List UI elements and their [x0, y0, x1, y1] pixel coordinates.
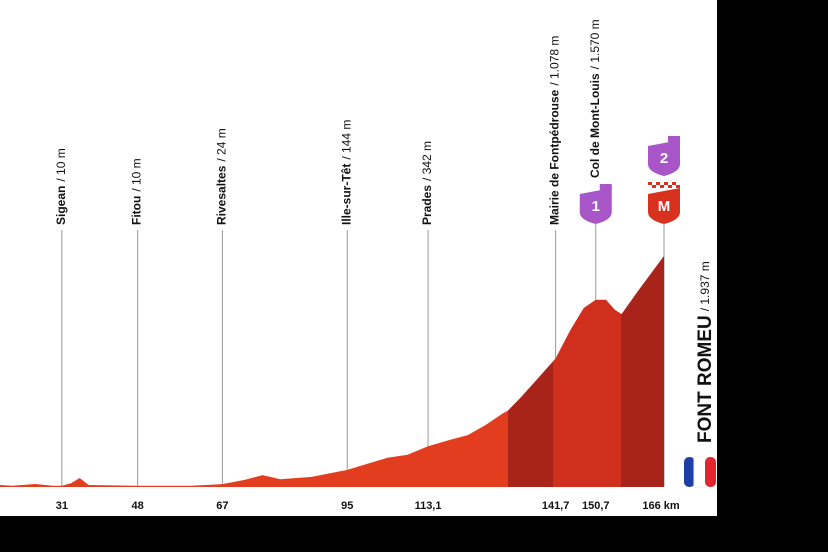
waypoint-elevation: / 144 m: [339, 120, 353, 160]
x-tick-label: 113,1: [415, 500, 442, 512]
checker: [664, 182, 668, 185]
waypoint-name: Fitou: [130, 196, 144, 225]
waypoint-name: Sigean: [54, 186, 68, 225]
waypoint-label: Ille-sur-Têt / 144 m: [339, 120, 353, 225]
elevation-area: [0, 255, 664, 487]
checker: [656, 182, 660, 185]
x-tick-label: 166 km: [642, 500, 680, 512]
x-tick-label: 141,7: [542, 500, 570, 512]
badge-label: 1: [592, 198, 600, 215]
checker: [676, 185, 680, 188]
waypoint-name: Ille-sur-Têt: [339, 164, 353, 225]
climb-badge: M: [648, 182, 680, 224]
x-tick-label: 31: [56, 500, 68, 512]
waypoint-label: Rivesaltes / 24 m: [215, 128, 229, 225]
waypoint-elevation: / 342 m: [420, 141, 434, 181]
waypoint-label: Col de Mont-Louis / 1.570 m: [588, 19, 602, 178]
waypoint-name: Col de Mont-Louis: [588, 73, 602, 178]
checker: [660, 185, 664, 188]
checker: [648, 182, 652, 185]
badge-shape: [648, 188, 680, 224]
finish-name: FONT ROMEU: [695, 315, 716, 443]
waypoint-label: Sigean / 10 m: [54, 148, 68, 225]
badge-shape: [648, 140, 680, 176]
waypoint-elevation: / 10 m: [130, 158, 144, 191]
checker: [668, 185, 672, 188]
waypoint-label: Fitou / 10 m: [130, 158, 144, 225]
waypoint-name: Rivesaltes: [215, 165, 229, 225]
france-flag: [684, 456, 716, 488]
checker: [672, 182, 676, 185]
x-tick-label: 150,7: [582, 500, 610, 512]
x-tick-label: 67: [216, 500, 228, 512]
badge-label: M: [658, 198, 671, 215]
x-tick-label: 95: [341, 500, 353, 512]
badge-tab: [668, 136, 680, 142]
finish-label: FONT ROMEU / 1.937 m: [695, 261, 716, 443]
waypoint-elevation: / 10 m: [54, 148, 68, 181]
waypoint-elevation: / 1.078 m: [548, 36, 562, 86]
finish-elevation: / 1.937 m: [698, 261, 712, 311]
waypoint-elevation: / 24 m: [215, 128, 229, 161]
badge-shape: [579, 188, 612, 224]
waypoint-label: Prades / 342 m: [420, 141, 434, 225]
checker: [652, 185, 656, 188]
badge-label: 2: [660, 150, 668, 167]
waypoint-elevation: / 1.570 m: [588, 19, 602, 69]
waypoint-label: Mairie de Fontpédrouse / 1.078 m: [548, 36, 562, 225]
x-tick-label: 48: [132, 500, 144, 512]
badge-tab: [599, 184, 612, 190]
climb-badge: 2: [648, 136, 680, 176]
waypoint-name: Mairie de Fontpédrouse: [548, 89, 562, 225]
climb-badge: 1: [579, 184, 612, 224]
waypoint-name: Prades: [420, 185, 434, 225]
